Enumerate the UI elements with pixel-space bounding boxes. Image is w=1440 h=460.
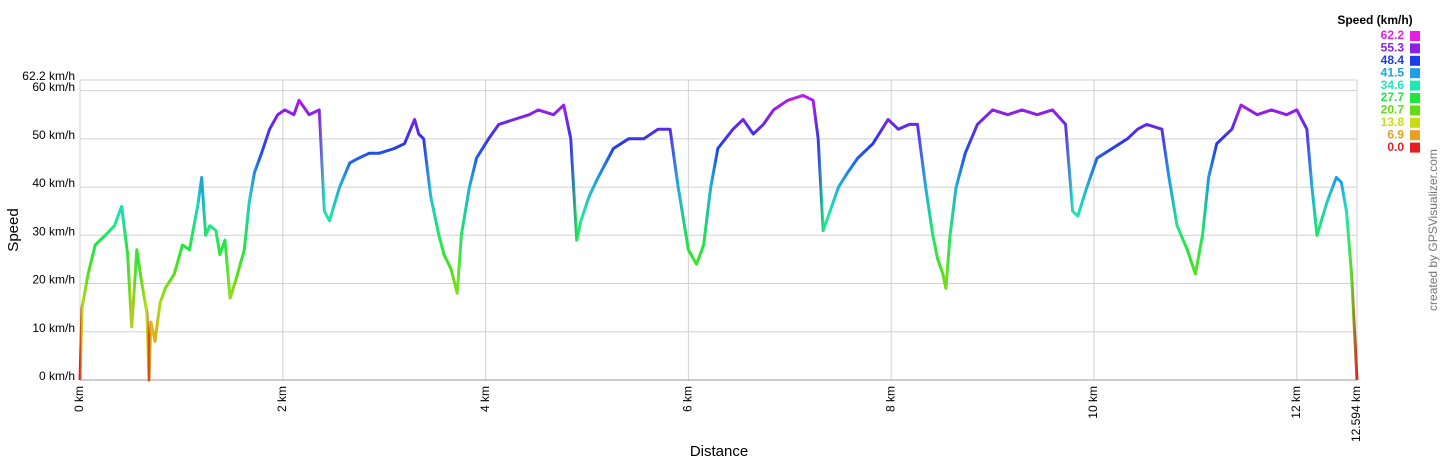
x-tick-label: 6 km [681,386,695,412]
y-tick-label: 0 km/h [39,369,75,383]
y-tick-label: 62.2 km/h [22,69,75,83]
y-axis-title: Speed [5,208,22,251]
legend-title: Speed (km/h) [1337,13,1412,27]
x-tick-label: 0 km [72,386,86,412]
legend-label: 13.8 [1381,115,1405,129]
legend-swatch [1410,55,1420,66]
x-tick-label: 12 km [1289,386,1303,419]
legend-label: 20.7 [1381,103,1405,117]
x-tick-label: 8 km [883,386,897,412]
legend-label: 48.4 [1381,53,1405,67]
legend-label: 0.0 [1387,140,1404,154]
legend-label: 55.3 [1381,41,1405,55]
legend-label: 34.6 [1381,78,1405,92]
legend-swatch [1410,117,1420,128]
legend-swatch [1410,68,1420,79]
x-tick-label: 2 km [275,386,289,412]
legend-label: 41.5 [1381,65,1405,79]
x-axis-title: Distance [690,443,748,460]
legend-swatch [1410,31,1420,41]
x-tick-label: 4 km [478,386,492,412]
legend-swatch [1410,43,1420,54]
x-tick-label: 10 km [1086,386,1100,419]
y-tick-label: 20 km/h [32,273,75,287]
legend-label: 6.9 [1387,127,1404,141]
legend-label: 62.2 [1381,28,1405,42]
credit: created by GPSVisualizer.com [1426,149,1440,311]
legend-label: 27.7 [1381,90,1405,104]
y-tick-label: 60 km/h [32,80,75,94]
y-tick-label: 10 km/h [32,321,75,335]
legend-swatch [1410,130,1420,141]
y-tick-label: 40 km/h [32,176,75,190]
legend-swatch [1410,142,1420,153]
legend-swatch [1410,105,1420,116]
legend-swatch [1410,93,1420,103]
y-tick-label: 30 km/h [32,224,75,238]
y-tick-label: 50 km/h [32,128,75,142]
speed-line [78,93,1359,382]
x-tick-label: 12.594 km [1349,386,1363,442]
legend-swatch [1410,80,1420,91]
